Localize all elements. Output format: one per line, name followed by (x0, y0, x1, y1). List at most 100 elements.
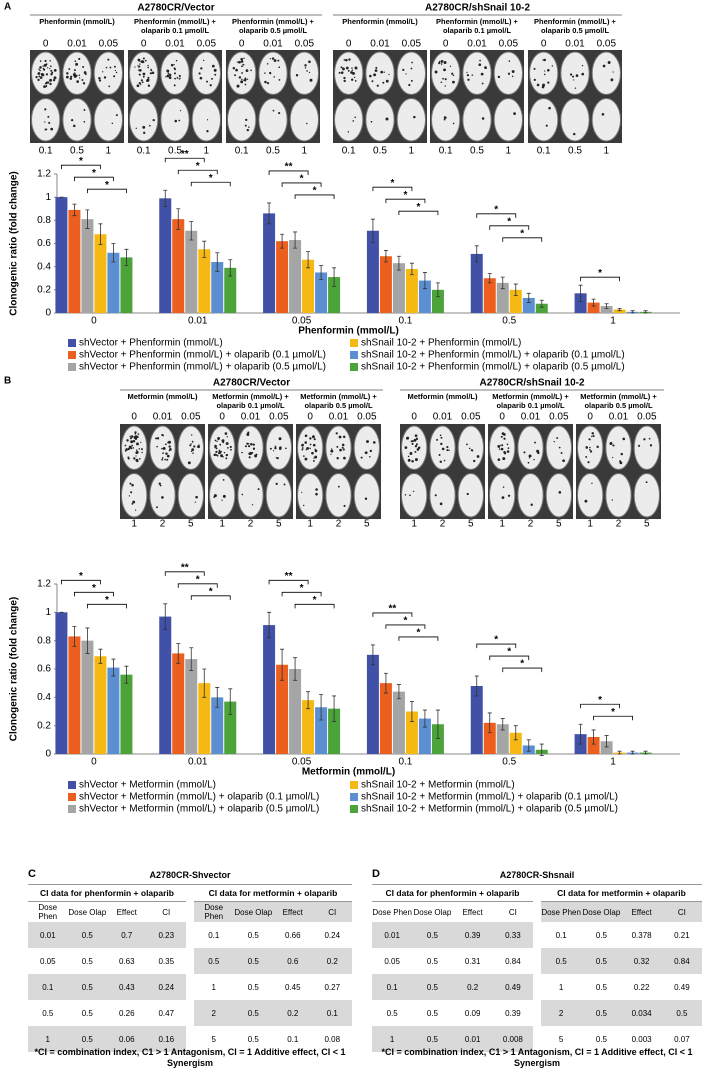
condition-title: Phenformin (mmol/L) + olaparib 0.5 µmol/… (534, 17, 616, 35)
significance-label: * (300, 583, 304, 594)
error-bar (370, 218, 375, 243)
colony (269, 57, 271, 60)
colony (607, 61, 611, 64)
colony (137, 65, 139, 67)
error-bar (306, 251, 311, 269)
dose-label: 0.05 (99, 39, 119, 50)
colony (47, 115, 50, 118)
colony (105, 66, 108, 69)
table-row: 1 0.5 0.22 0.49 (541, 974, 702, 1000)
significance-label: * (598, 695, 602, 706)
significance-bracket (294, 603, 335, 609)
table-cell: 0.5 (426, 982, 438, 992)
colony (152, 118, 155, 122)
colony (178, 74, 181, 78)
significance-label: * (598, 268, 602, 279)
bar (418, 280, 431, 313)
dose-label: 1 (587, 519, 593, 530)
colony (353, 76, 356, 79)
colony (113, 65, 116, 68)
table-cell: 0.003 (631, 1034, 652, 1044)
error-bar (591, 298, 596, 307)
table-cell: 0.24 (324, 930, 341, 940)
colony (166, 454, 170, 458)
colony (247, 445, 251, 448)
colony (497, 75, 501, 79)
colony (127, 457, 130, 460)
legend-swatch (350, 339, 358, 347)
colony (569, 73, 573, 76)
colony (68, 68, 71, 70)
condition-title: Phenformin (mmol/L) + olaparib 0.5 µmol/… (232, 17, 314, 35)
error-bar (319, 265, 324, 280)
condition-title: Phenformin (mmol/L) + olaparib 0.1 µmol/… (134, 17, 216, 35)
plate-well (633, 425, 660, 470)
colony (134, 437, 138, 441)
plate-well (334, 98, 364, 142)
table-cell: 0.7 (121, 930, 133, 940)
colony (252, 447, 256, 450)
table-cell: 0.31 (464, 956, 481, 966)
significance-label: * (196, 574, 200, 585)
dose-label: 0.01 (241, 412, 261, 423)
plate-well (121, 425, 148, 470)
colony (438, 61, 441, 65)
table-cell: 0.5 (426, 1008, 438, 1018)
colony (452, 80, 455, 84)
colony (79, 77, 81, 79)
plate-well (325, 425, 352, 470)
colony (414, 458, 418, 462)
colony (612, 71, 614, 73)
colony (442, 77, 444, 80)
dose-label: 0.01 (521, 412, 541, 423)
plate-well (353, 425, 381, 470)
significance-bracket (74, 591, 114, 597)
header-cell: CI (162, 907, 171, 917)
colony (162, 452, 164, 454)
colony (241, 451, 243, 454)
colony (241, 72, 243, 74)
colony (275, 457, 278, 459)
dose-label: 0.01 (609, 412, 629, 423)
significance-label: * (92, 583, 96, 594)
subtable-title: CI data for metformin + olaparib (194, 885, 352, 902)
colony (134, 66, 136, 68)
dose-label: 5 (276, 519, 282, 530)
colony (411, 440, 414, 443)
colony (211, 77, 213, 80)
colony (197, 445, 200, 449)
colony (176, 76, 179, 79)
colony (309, 78, 313, 82)
colony (125, 448, 128, 451)
colony (147, 84, 151, 87)
table-row: 1 0.5 0.45 0.27 (194, 974, 352, 1000)
plate-well (591, 51, 621, 95)
table-cell: 0.5 (595, 956, 607, 966)
colony (240, 57, 243, 61)
error-bar (293, 231, 298, 249)
colony (53, 79, 56, 82)
table-label: D (372, 868, 380, 880)
y-tick-label: 0.4 (37, 692, 51, 703)
plate-well (457, 473, 485, 518)
y-tick-label: 0 (45, 308, 51, 319)
table-cell: 0.5 (595, 982, 607, 992)
colony (174, 77, 176, 80)
error-bar (396, 684, 401, 700)
colony (345, 66, 349, 70)
significance-bracket (502, 237, 543, 242)
plate-well (258, 51, 288, 95)
colony (272, 450, 275, 452)
colony (278, 78, 281, 81)
colony (341, 446, 344, 449)
plate-well (545, 473, 572, 518)
plate-well (493, 98, 524, 142)
significance-label: * (92, 168, 96, 179)
error-bar (267, 611, 272, 639)
error-bar (539, 743, 544, 756)
bar (483, 278, 496, 313)
bar (392, 691, 405, 754)
colony (315, 492, 318, 496)
colony (222, 455, 224, 458)
plate-well (605, 473, 632, 518)
